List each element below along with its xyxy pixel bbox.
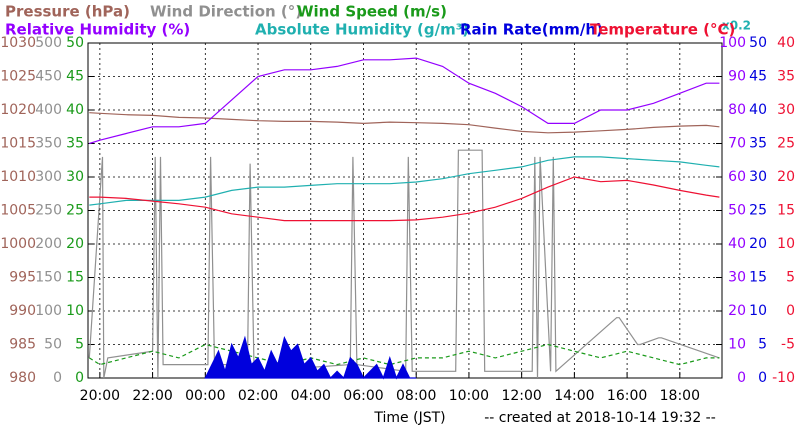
y-tick-label: 25 [777,136,795,152]
series-line [89,345,719,365]
legend-label: Pressure (hPa) [5,3,130,21]
y-tick-label: 995 [9,270,36,286]
y-tick-label: 0 [758,370,767,386]
y-tick-label: 350 [35,136,62,152]
y-tick-label: 10 [777,236,795,252]
y-tick-label: 1025 [0,69,36,85]
y-tick-label: 40 [749,102,767,118]
legend-label: Relative Humidity (%) [5,21,190,39]
y-tick-label: 25 [66,203,84,219]
y-tick-label: 45 [749,69,767,85]
y-tick-label: 20 [777,169,795,185]
legend-label: Wind Direction (°) [150,3,302,21]
y-tick-label: 40 [777,35,795,51]
x-tick-label: 04:00 [291,388,331,404]
series-line [89,58,719,143]
y-tick-label: 10 [728,337,746,353]
y-tick-label: 1015 [0,136,36,152]
y-tick-label: 990 [9,303,36,319]
y-tick-label: 0 [75,370,84,386]
y-tick-label: 250 [35,203,62,219]
legend-label: Wind Speed (m/s) [297,3,447,21]
y-tick-label: 0 [737,370,746,386]
legend-label: Absolute Humidity (g/m³) [255,21,469,39]
legend-label: Rain Rate(mm/h) [460,21,603,39]
y-tick-label: 400 [35,102,62,118]
y-tick-label: 450 [35,69,62,85]
y-tick-label: 30 [749,169,767,185]
x-tick-label: 18:00 [660,388,700,404]
y-tick-label: 10 [749,303,767,319]
y-tick-label: 1005 [0,203,36,219]
series-line [89,177,719,221]
y-tick-label: 60 [728,169,746,185]
y-tick-label: 35 [777,69,795,85]
x-tick-label: 10:00 [449,388,489,404]
y-tick-label: 20 [749,236,767,252]
y-tick-label: -5 [781,337,795,353]
y-tick-label: 5 [786,270,795,286]
x-tick-label: 20:00 [80,388,120,404]
y-tick-label: 0 [786,303,795,319]
x-tick-label: 02:00 [238,388,278,404]
y-tick-label: 15 [749,270,767,286]
y-tick-label: 1010 [0,169,36,185]
y-tick-label: 40 [66,102,84,118]
y-tick-label: 35 [66,136,84,152]
y-tick-label: 70 [728,136,746,152]
y-tick-label: 50 [44,337,62,353]
x-tick-label: 22:00 [132,388,172,404]
y-tick-label: 10 [66,303,84,319]
y-tick-label: 25 [749,203,767,219]
y-tick-label: 30 [728,270,746,286]
y-tick-label: 985 [9,337,36,353]
series-line [89,113,719,133]
x-tick-label: 00:00 [185,388,225,404]
y-tick-label: 1020 [0,102,36,118]
y-tick-label: 90 [728,69,746,85]
y-tick-label: 50 [728,203,746,219]
x-axis-label: Time (JST) [373,410,445,426]
series-line [89,150,719,378]
y-tick-label: 50 [749,35,767,51]
y-tick-label: 35 [749,136,767,152]
y-tick-label: -10 [772,370,795,386]
footer: -- created at 2018-10-14 19:32 -- [484,410,716,426]
y-tick-label: 40 [728,236,746,252]
legend-label: Temperature (°C) [590,21,735,39]
y-tick-label: 1000 [0,236,36,252]
y-tick-label: 5 [758,337,767,353]
x-tick-label: 14:00 [554,388,594,404]
y-tick-label: 45 [66,69,84,85]
y-tick-label: 150 [35,270,62,286]
x-tick-label: 06:00 [343,388,383,404]
y-tick-label: 80 [728,102,746,118]
page: {"chart_data": { "type": "line", "xlabel… [0,0,800,434]
x-tick-label: 08:00 [396,388,436,404]
y-tick-label: 30 [777,102,795,118]
y-tick-label: 20 [66,236,84,252]
y-tick-label: 20 [728,303,746,319]
y-tick-label: 30 [66,169,84,185]
x-tick-label: 16:00 [607,388,647,404]
y-tick-label: 980 [9,370,36,386]
y-tick-label: 300 [35,169,62,185]
y-tick-label: 100 [35,303,62,319]
x-tick-label: 12:00 [501,388,541,404]
y-tick-label: 200 [35,236,62,252]
chart: Time (JST) -- created at 2018-10-14 19:3… [0,0,800,434]
y-tick-label: 0 [53,370,62,386]
y-tick-label: 5 [75,337,84,353]
y-tick-label: 15 [66,270,84,286]
y-tick-label: 15 [777,203,795,219]
